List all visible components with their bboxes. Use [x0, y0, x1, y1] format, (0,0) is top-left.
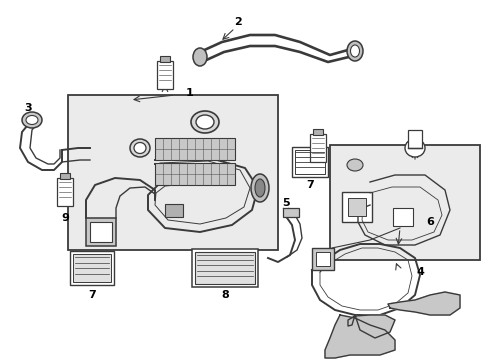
Bar [160, 56, 170, 62]
Bar [90, 222, 112, 242]
Text: 3: 3 [24, 103, 32, 113]
Text: 8: 8 [221, 290, 228, 300]
Bar [70, 251, 114, 285]
Bar [73, 254, 111, 282]
Bar [86, 218, 116, 246]
Bar [60, 173, 70, 179]
Bar [294, 150, 325, 174]
Bar [164, 204, 183, 217]
Text: 9: 9 [161, 62, 168, 72]
Bar [311, 248, 333, 270]
Ellipse shape [134, 143, 146, 153]
Bar [68, 95, 278, 250]
Bar [155, 138, 235, 160]
Polygon shape [387, 292, 459, 315]
Text: 1: 1 [186, 88, 193, 98]
Bar [195, 252, 254, 284]
Text: 4: 4 [415, 267, 423, 277]
Bar [315, 252, 329, 266]
Polygon shape [325, 315, 394, 358]
Bar [407, 130, 421, 148]
Ellipse shape [193, 48, 206, 66]
Text: 9: 9 [313, 133, 321, 143]
Ellipse shape [130, 139, 150, 157]
Bar [155, 163, 235, 185]
Text: 7: 7 [88, 290, 96, 300]
Bar [291, 147, 327, 177]
Bar [192, 249, 258, 287]
Polygon shape [347, 315, 394, 338]
Ellipse shape [250, 174, 268, 202]
Bar [157, 61, 173, 89]
Ellipse shape [196, 115, 214, 129]
Text: 9: 9 [61, 213, 69, 223]
Text: 2: 2 [234, 17, 242, 27]
Text: 9: 9 [410, 130, 418, 140]
Bar [283, 208, 298, 217]
Ellipse shape [346, 159, 362, 171]
Bar [312, 129, 323, 135]
Text: 5: 5 [282, 198, 289, 208]
Bar [57, 178, 73, 206]
Ellipse shape [191, 111, 219, 133]
Ellipse shape [350, 45, 359, 57]
Text: 7: 7 [305, 180, 313, 190]
Ellipse shape [346, 41, 362, 61]
Bar [329, 145, 479, 260]
Text: 6: 6 [425, 217, 433, 227]
Bar [341, 192, 371, 222]
Ellipse shape [254, 179, 264, 197]
Ellipse shape [22, 112, 42, 128]
Bar [347, 198, 365, 216]
Ellipse shape [26, 116, 38, 125]
Bar [392, 208, 412, 226]
Bar [309, 134, 325, 162]
Ellipse shape [404, 139, 424, 157]
